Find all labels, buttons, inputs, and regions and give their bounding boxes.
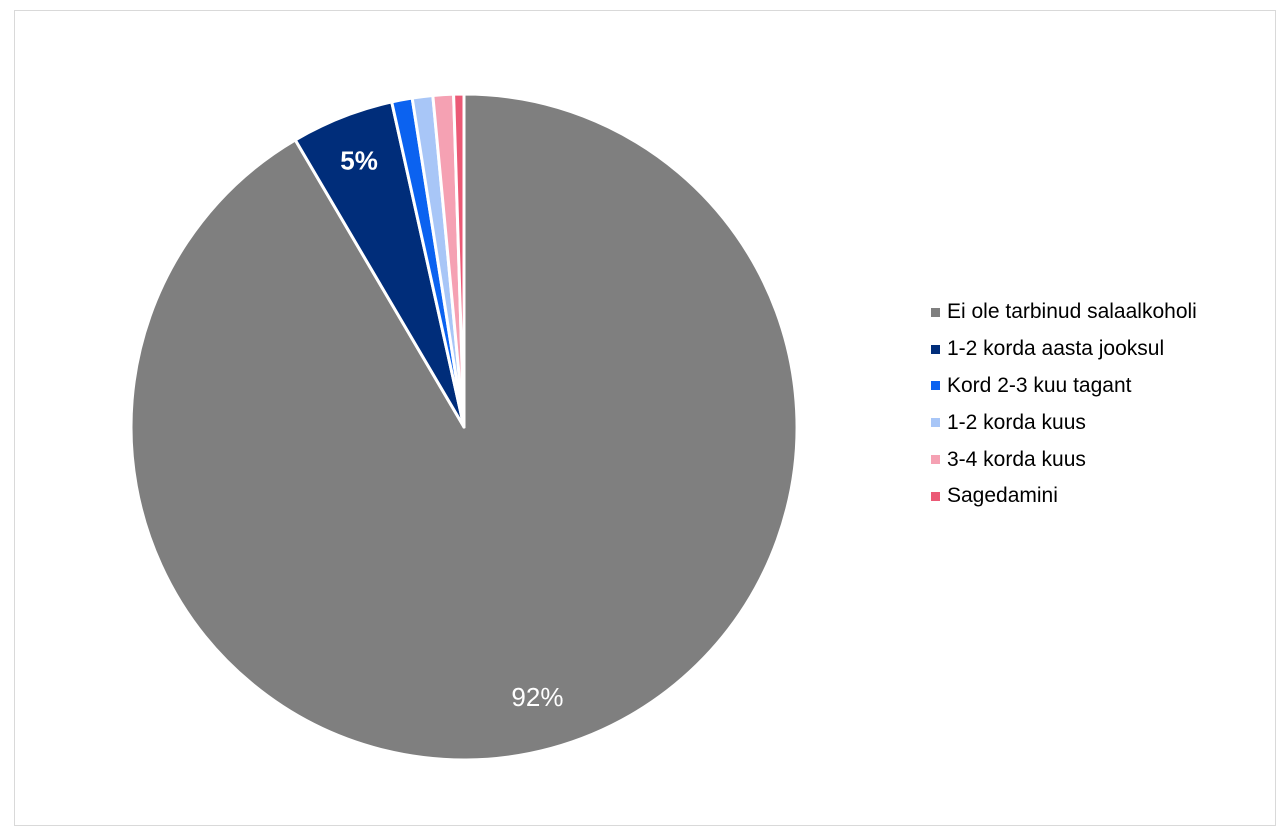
legend-label: Ei ole tarbinud salaalkoholi bbox=[947, 300, 1197, 324]
data-label-1: 5% bbox=[340, 146, 378, 176]
legend-swatch bbox=[931, 455, 940, 465]
legend-label: 1-2 korda kuus bbox=[947, 410, 1086, 434]
pie-slice-5 bbox=[452, 92, 466, 429]
legend-swatch bbox=[931, 307, 940, 317]
legend: Ei ole tarbinud salaalkoholi 1-2 korda aa… bbox=[931, 294, 1197, 515]
legend-swatch bbox=[931, 344, 940, 354]
legend-swatch bbox=[931, 418, 940, 428]
pie-data-labels: 92% 5% bbox=[340, 146, 563, 712]
legend-item-3: 1-2 korda kuus bbox=[931, 404, 1197, 441]
legend-item-5: Sagedamini bbox=[931, 478, 1197, 515]
legend-swatch bbox=[931, 381, 940, 391]
pie-slices bbox=[129, 92, 799, 762]
legend-label: Sagedamini bbox=[947, 484, 1058, 508]
legend-label: 3-4 korda kuus bbox=[947, 447, 1086, 471]
legend-label: 1-2 korda aasta jooksul bbox=[947, 337, 1165, 361]
data-label-0: 92% bbox=[511, 682, 563, 712]
legend-swatch bbox=[931, 491, 940, 501]
legend-item-1: 1-2 korda aasta jooksul bbox=[931, 331, 1197, 368]
legend-item-0: Ei ole tarbinud salaalkoholi bbox=[931, 294, 1197, 331]
legend-item-2: Kord 2-3 kuu tagant bbox=[931, 368, 1197, 405]
legend-label: Kord 2-3 kuu tagant bbox=[947, 373, 1132, 397]
legend-item-4: 3-4 korda kuus bbox=[931, 441, 1197, 478]
